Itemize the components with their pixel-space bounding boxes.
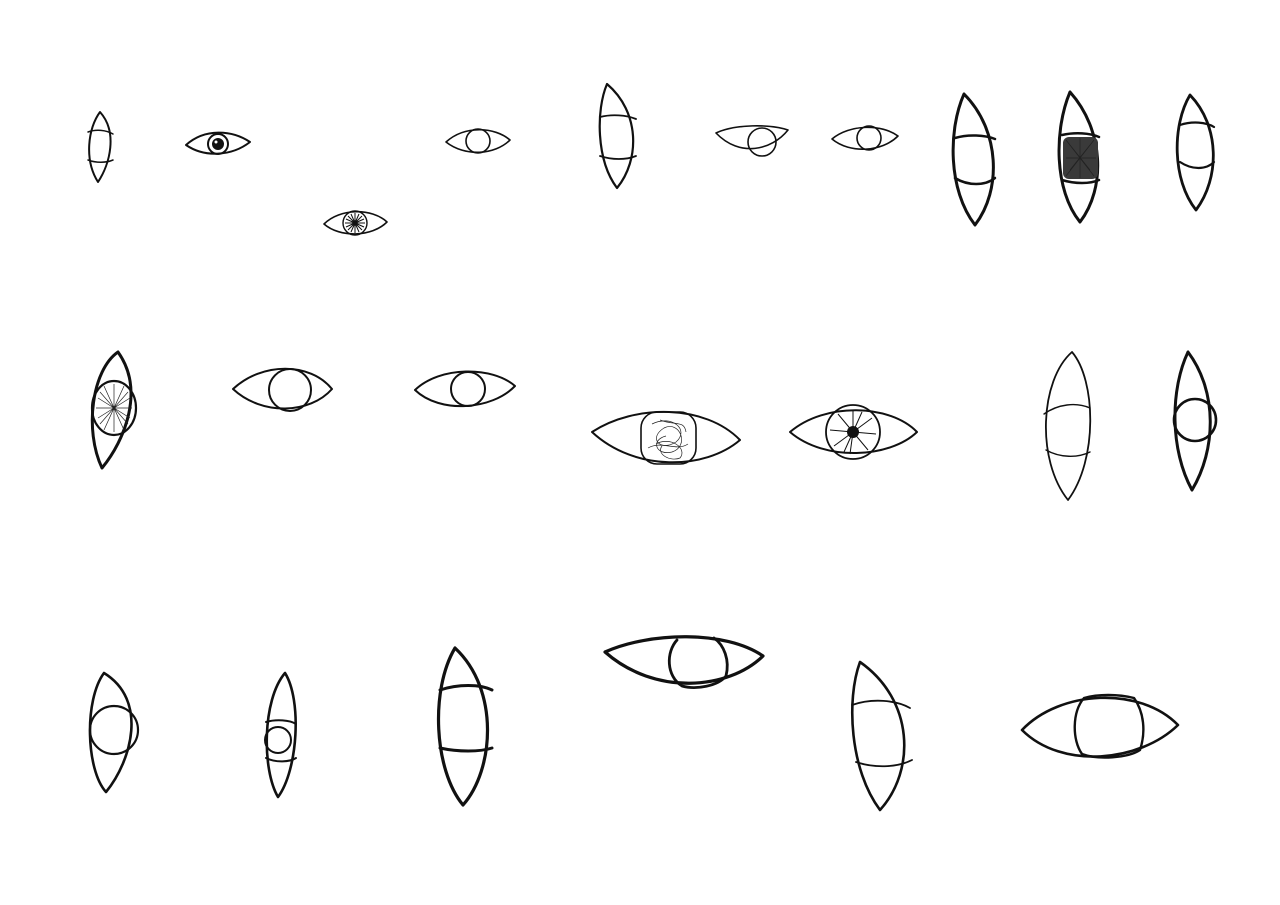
eye-sketch xyxy=(185,131,251,155)
eye-sketch xyxy=(87,111,114,183)
eye-sketch xyxy=(591,411,741,465)
eye-sketch xyxy=(1020,693,1180,759)
eye-sketch xyxy=(323,210,388,236)
eye-sketch xyxy=(831,125,899,151)
eye-sketch xyxy=(414,370,516,408)
eye-sketch xyxy=(90,350,138,470)
eye-sketch xyxy=(789,404,918,460)
eye-sketch xyxy=(1172,350,1218,492)
eye-sketch xyxy=(436,646,494,807)
eye-sketch xyxy=(598,82,637,190)
eye-sketch xyxy=(850,660,913,812)
eye-sketch xyxy=(951,92,997,227)
eye-sketch xyxy=(88,671,140,794)
eye-sketch xyxy=(264,671,297,799)
eye-sketch xyxy=(1043,351,1092,501)
eye-sketch xyxy=(232,367,333,412)
eye-sketch xyxy=(1057,90,1101,224)
eye-sketch xyxy=(445,128,511,154)
eye-sketch xyxy=(603,635,765,689)
eye-sketch xyxy=(715,125,789,157)
eye-sketch xyxy=(1175,93,1216,212)
